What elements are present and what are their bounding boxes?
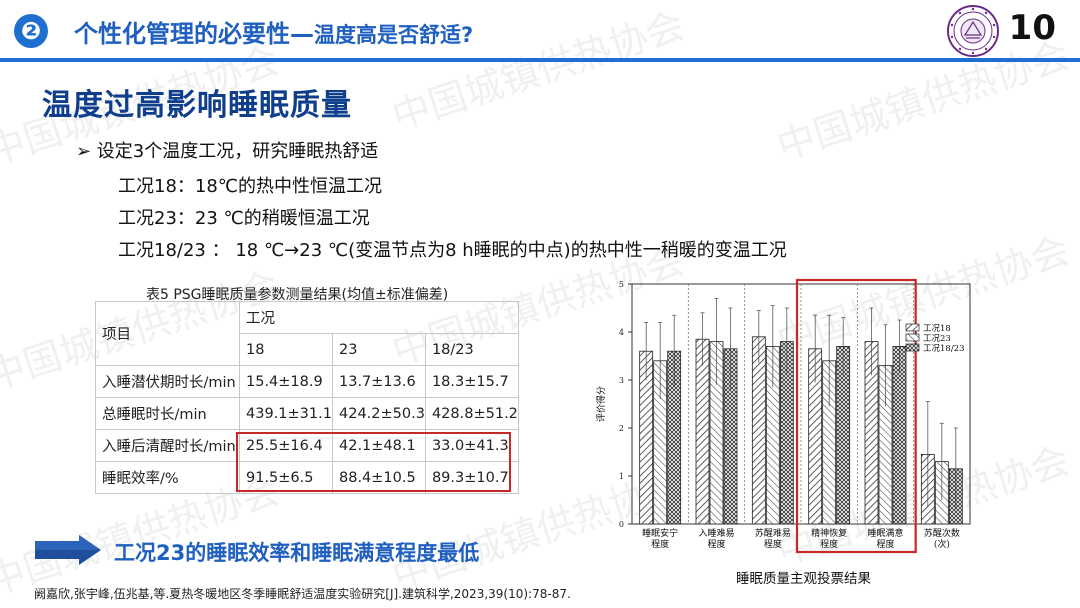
- table-cell: 439.1±31.1: [239, 397, 333, 430]
- legend-label: 工况18: [923, 324, 951, 334]
- table-header-cell: 23: [332, 333, 426, 366]
- citation: 阙嘉欣,张宇峰,伍兆基,等.夏热冬暖地区冬季睡眠舒适温度实验研究[J].建筑科学…: [34, 587, 571, 601]
- condition-18: 工况18：18℃的热中性恒温工况: [118, 176, 383, 197]
- condition-18-23: 工况18/23 ： 18 ℃→23 ℃(变温节点为8 h睡眠的中点)的热中性一稍…: [118, 240, 787, 261]
- legend-label: 工况23: [923, 334, 951, 344]
- table-header-group: 工况: [239, 301, 519, 334]
- legend-label: 工况18/23: [923, 344, 965, 354]
- y-tick-label: 2: [619, 424, 624, 433]
- x-tick-label: 程度: [707, 538, 725, 550]
- y-tick-label: 1: [619, 472, 624, 481]
- header-title-main: 个性化管理的必要性—: [74, 20, 314, 48]
- table-cell: 91.5±6.5: [239, 461, 333, 494]
- table-row-label: 入睡潜伏期时长/min: [95, 365, 240, 398]
- x-tick-label: 程度: [764, 538, 782, 550]
- table-cell: 15.4±18.9: [239, 365, 333, 398]
- x-tick-label: 程度: [651, 538, 669, 550]
- x-tick-label: 程度: [876, 538, 894, 550]
- header-title: 个性化管理的必要性—温度高是否舒适?: [74, 14, 473, 49]
- bar-1: [751, 336, 766, 525]
- x-tick-label: 精神恢复: [811, 527, 847, 539]
- table-cell: 89.3±10.7: [424, 461, 519, 494]
- table-row-label: 总睡眠时长/min: [95, 397, 240, 430]
- x-tick-label: 睡眠满意: [867, 527, 903, 539]
- page-number: 10: [1008, 8, 1056, 48]
- legend-swatch: [905, 323, 920, 332]
- table-row-label: 睡眠效率/%: [95, 461, 240, 494]
- table-header-cell: 18/23: [424, 333, 519, 366]
- table-row: 总睡眠时长/min 439.1±31.1 424.2±50.3 428.8±51…: [95, 397, 519, 430]
- bar-3: [892, 346, 907, 525]
- table-cell: 18.3±15.7: [424, 365, 519, 398]
- header-divider: [0, 58, 1080, 62]
- table-header-item: 项目: [95, 301, 240, 366]
- section-number-badge: ❷: [14, 14, 48, 48]
- table-cell: 33.0±41.3: [424, 429, 519, 462]
- table-cell: 424.2±50.3: [332, 397, 426, 430]
- table-cell: 88.4±10.5: [332, 461, 426, 494]
- section-title: 温度过高影响睡眠质量: [42, 88, 352, 123]
- table-caption: 表5 PSG睡眠质量参数测量结果(均值±标准偏差): [146, 287, 449, 303]
- table-header-row: 项目 工况: [95, 301, 519, 366]
- x-tick-label: 程度: [820, 538, 838, 550]
- bullet-main: ➢ 设定3个温度工况，研究睡眠热舒适: [76, 141, 379, 162]
- y-tick-label: 5: [619, 280, 624, 289]
- y-tick-label: 3: [619, 376, 624, 385]
- table-cell: 42.1±48.1: [332, 429, 426, 462]
- bar-1: [695, 338, 710, 525]
- sleep-quality-bar-chart: 012345评价得分睡眠安宁程度入睡难易程度苏醒难易程度精神恢复程度睡眠满意程度…: [595, 278, 971, 554]
- chart-highlight-box: [795, 278, 917, 554]
- university-seal-logo: [947, 5, 999, 57]
- table-cell: 13.7±13.6: [332, 365, 426, 398]
- y-axis-label: 评价得分: [595, 386, 607, 422]
- arrow-right-icon: [35, 535, 101, 565]
- x-tick-label: 睡眠安宁: [642, 527, 678, 539]
- table-row-label: 入睡后清醒时长/min: [95, 429, 240, 462]
- header-title-sub: 温度高是否舒适?: [314, 23, 474, 47]
- condition-23: 工况23：23 ℃的稍暖恒温工况: [118, 208, 370, 229]
- conclusion-text: 工况23的睡眠效率和睡眠满意程度最低: [114, 541, 480, 565]
- table-row: 睡眠效率/% 91.5±6.5 88.4±10.5 89.3±10.7: [95, 461, 519, 494]
- table-cell: 428.8±51.2: [424, 397, 519, 430]
- legend-swatch: [905, 343, 920, 352]
- table-highlight-box: [236, 432, 511, 492]
- x-tick-label: 入睡难易: [698, 527, 734, 539]
- legend-swatch: [905, 333, 920, 342]
- x-tick-label: 苏醒次数: [924, 527, 960, 539]
- x-tick-label: 苏醒难易: [755, 527, 791, 539]
- y-tick-label: 0: [619, 520, 624, 529]
- table-header-cell: 18: [239, 333, 333, 366]
- x-tick-label: (次): [934, 538, 950, 550]
- psg-table: 项目 工况 18 23 18/23 入睡潜伏期时长/min 15.4±18.9 …: [95, 301, 519, 494]
- chart-caption: 睡眠质量主观投票结果: [736, 571, 871, 587]
- y-tick-label: 4: [619, 328, 624, 337]
- table-row: 入睡潜伏期时长/min 15.4±18.9 13.7±13.6 18.3±15.…: [95, 365, 519, 398]
